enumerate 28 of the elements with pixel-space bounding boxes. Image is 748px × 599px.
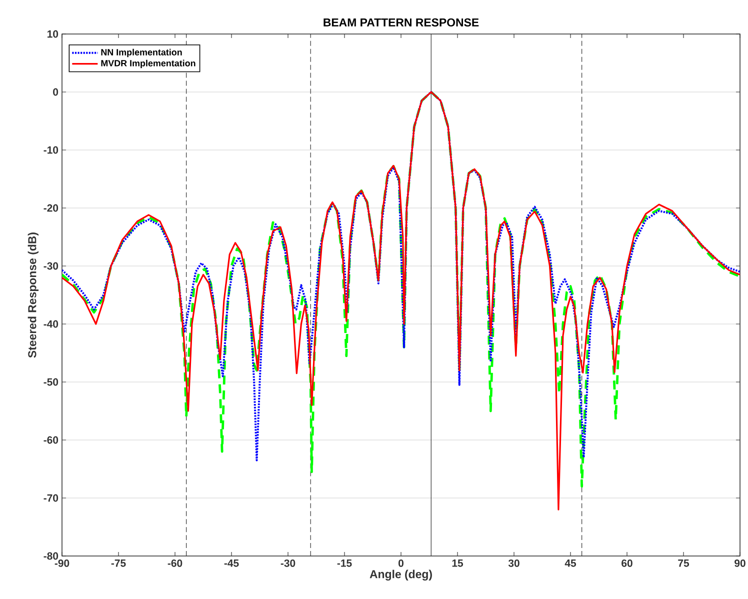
y-tick-label: -20 <box>44 204 58 212</box>
x-tick-label: 75 <box>678 560 690 567</box>
x-tick-label: 0 <box>398 560 404 567</box>
y-tick-label: -80 <box>44 552 58 560</box>
y-tick-label: 0 <box>53 88 58 96</box>
x-tick-label: -30 <box>280 560 296 567</box>
y-tick-label: -30 <box>44 262 58 270</box>
x-tick-label: 60 <box>622 560 632 567</box>
y-tick-label: 10 <box>48 30 58 38</box>
x-tick-label: -90 <box>54 560 70 567</box>
x-tick-label: -15 <box>337 560 352 567</box>
y-tick-label: -70 <box>44 494 58 502</box>
x-tick-label: -75 <box>111 560 126 567</box>
x-tick-label: 45 <box>564 560 576 567</box>
x-tick-label: 90 <box>734 560 746 567</box>
x-tick-label: -45 <box>224 560 239 567</box>
legend-label: MVDR Implementation <box>101 60 196 68</box>
y-axis-title: Steered Response (dB) <box>28 232 39 358</box>
x-tick-label: 15 <box>452 560 464 567</box>
x-axis-title: Angle (deg) <box>370 570 432 581</box>
legend-label: NN Implementation <box>101 48 182 58</box>
x-tick-label: 30 <box>508 560 520 567</box>
chart-title: BEAM PATTERN RESPONSE <box>324 18 479 26</box>
x-tick-label: -60 <box>168 560 182 567</box>
y-tick-label: -10 <box>44 146 58 154</box>
y-tick-label: -50 <box>44 378 58 386</box>
y-tick-label: -40 <box>44 320 58 328</box>
y-tick-label: -60 <box>44 436 58 444</box>
